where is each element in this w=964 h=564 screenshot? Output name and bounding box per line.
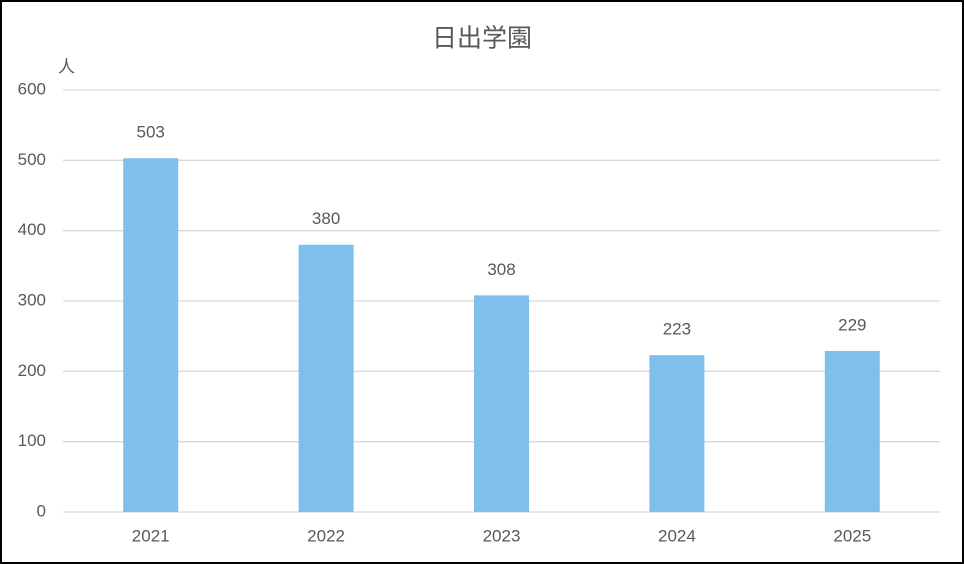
x-tick-label: 2022	[307, 526, 345, 545]
data-label: 308	[487, 260, 515, 279]
x-tick-label: 2025	[833, 526, 871, 545]
y-tick-label: 300	[18, 290, 46, 309]
y-axis-label: 人	[58, 57, 75, 76]
data-label: 229	[838, 315, 866, 334]
y-tick-label: 100	[18, 431, 46, 450]
data-label: 223	[663, 320, 691, 339]
bar	[649, 355, 705, 512]
y-tick-label: 400	[18, 220, 46, 239]
x-tick-label: 2021	[132, 526, 170, 545]
y-tick-label: 500	[18, 150, 46, 169]
y-tick-label: 0	[37, 501, 46, 520]
data-label: 380	[312, 209, 340, 228]
x-tick-label: 2023	[483, 526, 521, 545]
y-tick-label: 200	[18, 361, 46, 380]
bar	[824, 350, 880, 512]
x-tick-label: 2024	[658, 526, 696, 545]
bar	[123, 158, 179, 512]
chart-title: 日出学園	[432, 25, 532, 53]
bar	[298, 244, 354, 512]
y-tick-label: 600	[18, 79, 46, 98]
bar	[474, 295, 529, 512]
data-label: 503	[137, 123, 165, 142]
